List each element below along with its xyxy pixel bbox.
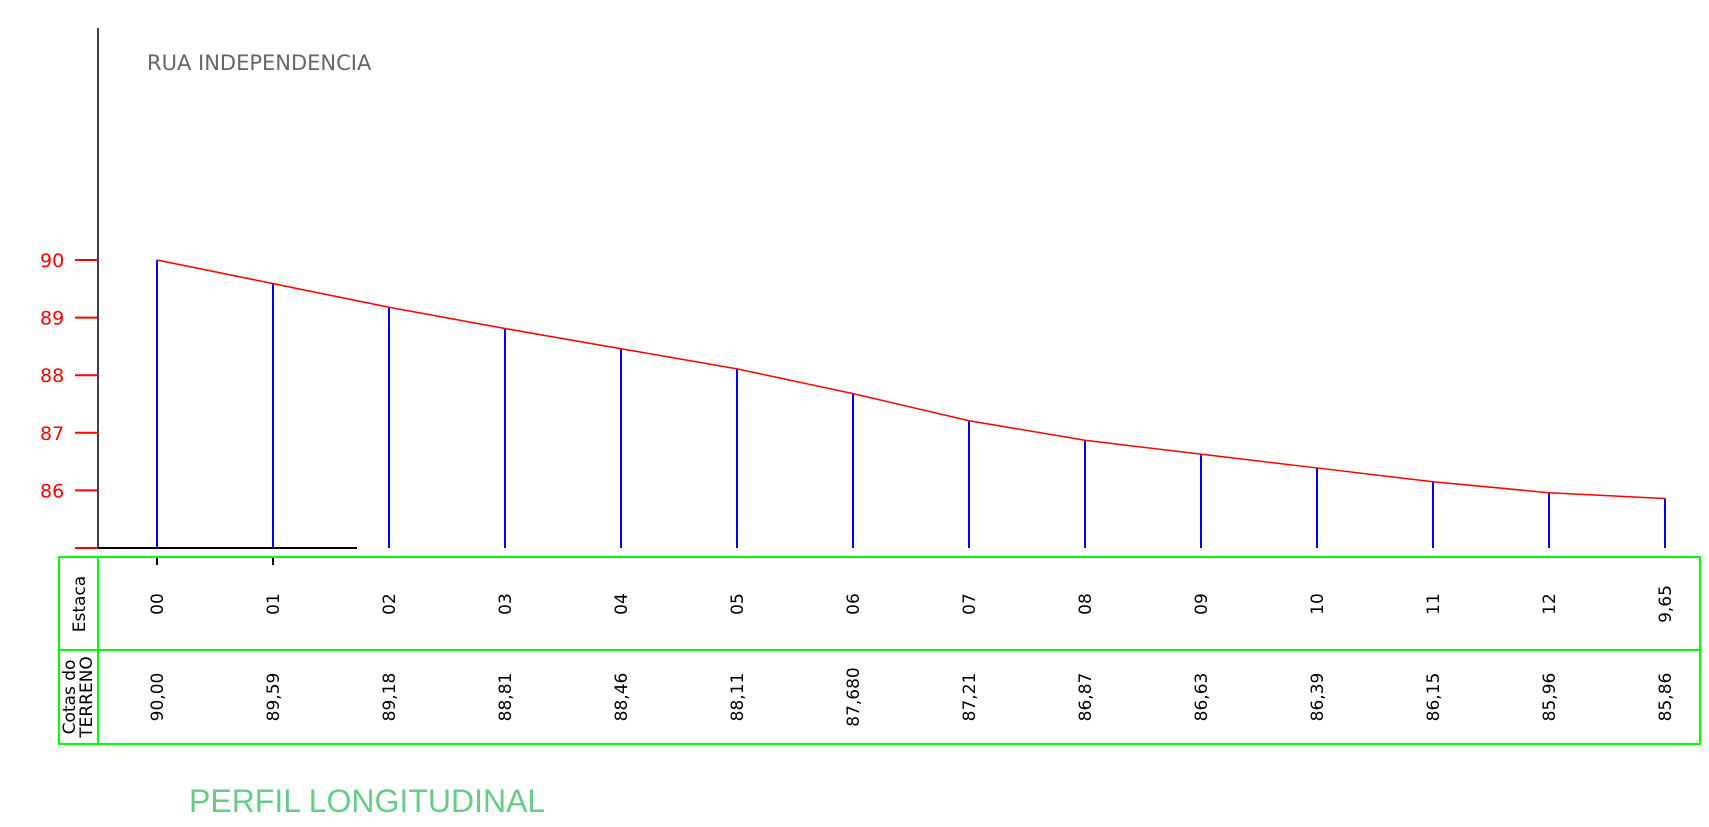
- cota-label: 86,87: [1076, 673, 1096, 722]
- cotas-row: 90,00 89,59 89,18 88,81 88,46 88,11 87,680 87,2…: [148, 667, 1676, 726]
- cota-label: 86,39: [1308, 673, 1328, 722]
- cota-label: 85,86: [1656, 673, 1676, 722]
- estaca-label: 12: [1540, 593, 1560, 615]
- chart-title: RUA INDEPENDENCIA: [147, 51, 372, 75]
- data-table: Estaca Cotas do TERRENO 00 01 02 03 04 05 06 07…: [58, 556, 1701, 745]
- estaca-label: 09: [1192, 593, 1212, 615]
- y-tick-label: 87: [40, 423, 64, 445]
- y-tick-label: 88: [40, 365, 64, 387]
- y-tick-label: 89: [40, 308, 64, 330]
- estaca-row: 00 01 02 03 04 05 06 07 08 09 10 11 12 9,65: [148, 585, 1676, 623]
- estaca-label: 9,65: [1656, 585, 1676, 623]
- profile-line-group: [156, 259, 1666, 500]
- cota-label: 86,63: [1192, 673, 1212, 722]
- cota-label: 88,46: [612, 673, 632, 722]
- cota-label: 87,21: [960, 673, 980, 722]
- estaca-label: 01: [264, 593, 284, 615]
- estaca-label: 03: [496, 593, 516, 615]
- row-label-cotas-line1: Cotas do: [60, 660, 80, 735]
- y-axis: 86 87 88 89 90: [40, 250, 98, 549]
- cota-label: 86,15: [1424, 673, 1444, 722]
- cota-label: 88,11: [728, 673, 748, 722]
- estaca-label: 00: [148, 593, 168, 615]
- y-tick-label: 86: [40, 480, 64, 502]
- estaca-label: 05: [728, 593, 748, 615]
- y-tick-label: 90: [40, 250, 64, 272]
- row-label-estaca: Estaca: [70, 576, 90, 632]
- cota-label: 85,96: [1540, 673, 1560, 722]
- row-label-cotas-line2: TERRENO: [77, 656, 97, 739]
- cota-label: 87,680: [844, 667, 864, 726]
- estaca-label: 10: [1308, 593, 1328, 615]
- station-lines: [156, 260, 1666, 565]
- estaca-label: 04: [612, 593, 632, 615]
- cota-label: 88,81: [496, 673, 516, 722]
- estaca-label: 07: [960, 593, 980, 615]
- estaca-label: 11: [1424, 593, 1444, 615]
- cota-label: 89,18: [380, 673, 400, 722]
- estaca-label: 06: [844, 593, 864, 615]
- estaca-label: 08: [1076, 593, 1096, 615]
- cota-label: 90,00: [148, 673, 168, 722]
- estaca-label: 02: [380, 593, 400, 615]
- footer-title: PERFIL LONGITUDINAL: [189, 783, 545, 819]
- terrain-profile-line: [156, 259, 1666, 500]
- cota-label: 89,59: [264, 673, 284, 722]
